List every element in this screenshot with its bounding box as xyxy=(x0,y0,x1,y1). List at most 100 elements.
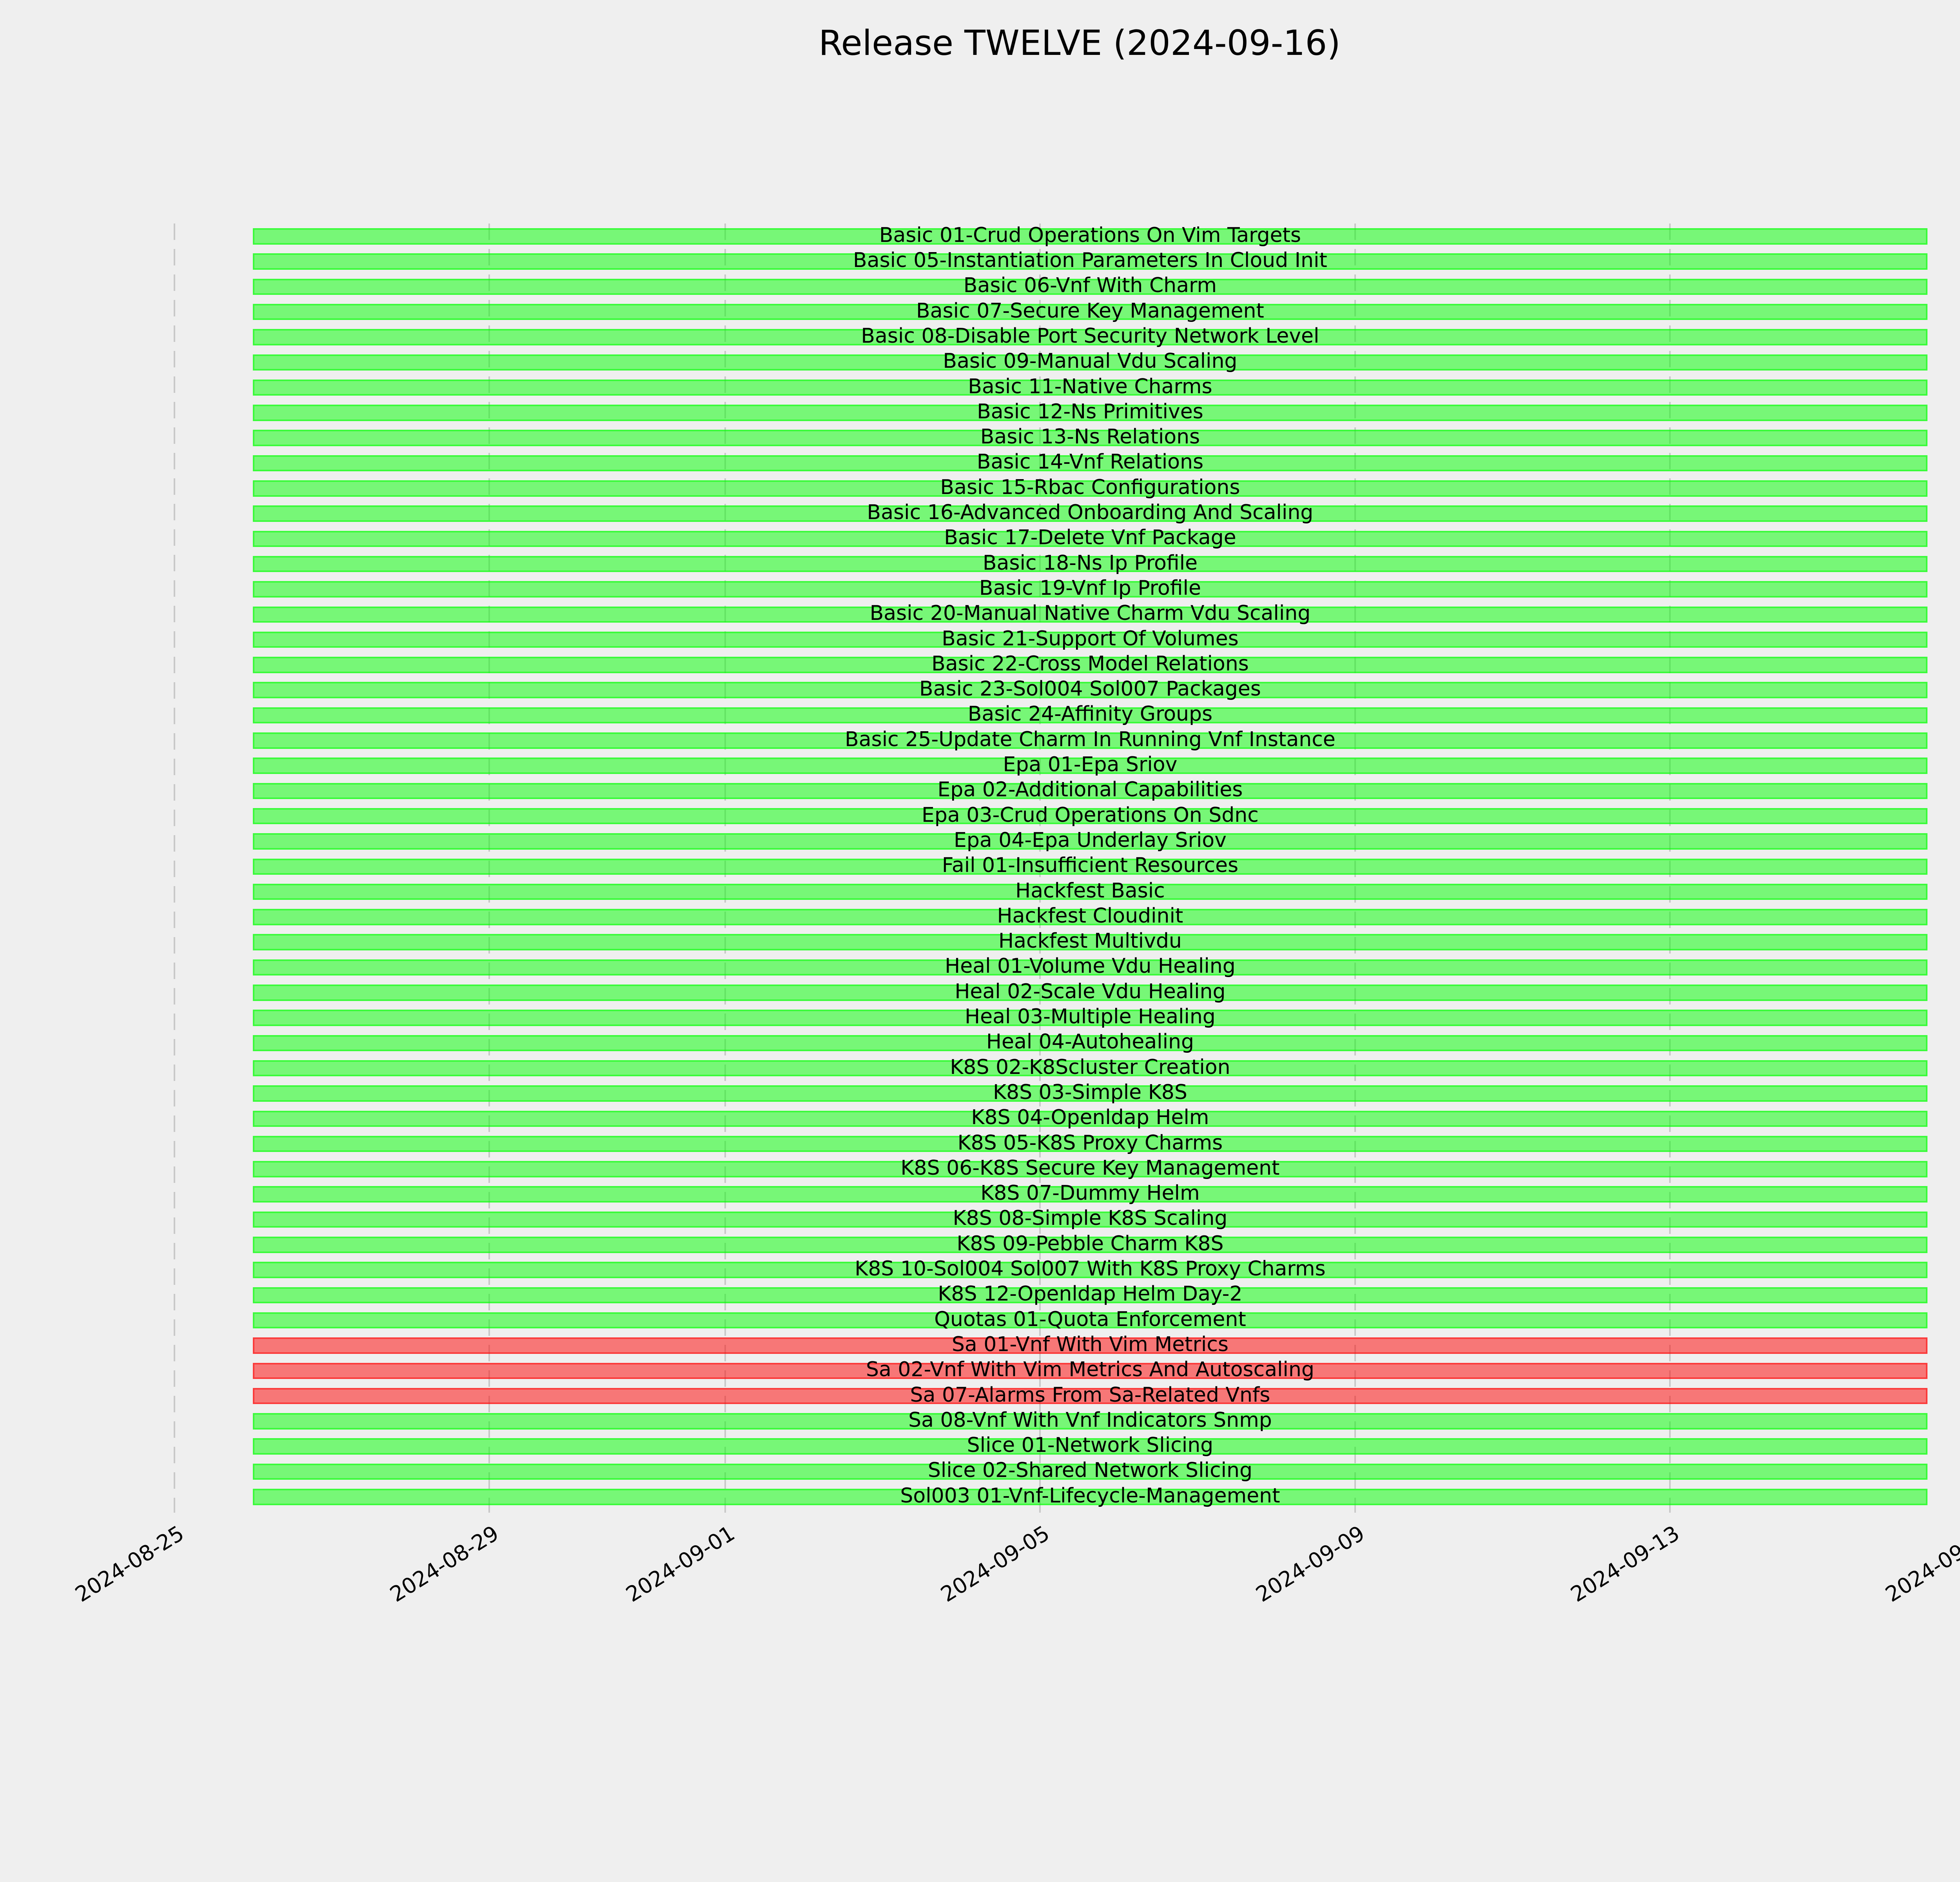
task-bar-label: Hackfest Multivdu xyxy=(998,929,1182,953)
task-bar-label: Quotas 01-Quota Enforcement xyxy=(934,1307,1246,1331)
task-bar-label: Heal 02-Scale Vdu Healing xyxy=(955,979,1226,1003)
task-bar-label: Hackfest Basic xyxy=(1015,879,1165,903)
task-bar: Basic 18-Ns Ip Profile xyxy=(253,551,1927,575)
task-bar: Heal 01-Volume Vdu Healing xyxy=(253,954,1927,978)
task-bar: Basic 12-Ns Primitives xyxy=(253,400,1927,423)
task-bar-label: Basic 22-Cross Model Relations xyxy=(931,652,1249,676)
task-bar: Hackfest Multivdu xyxy=(253,929,1927,953)
task-bar-label: K8S 09-Pebble Charm K8S xyxy=(956,1232,1224,1255)
task-bar: Basic 13-Ns Relations xyxy=(253,425,1927,449)
task-bar-label: K8S 06-K8S Secure Key Management xyxy=(900,1156,1280,1180)
task-bar: K8S 02-K8Scluster Creation xyxy=(253,1055,1927,1079)
task-bar: K8S 10-Sol004 Sol007 With K8S Proxy Char… xyxy=(253,1257,1927,1281)
task-bar: Basic 01-Crud Operations On Vim Targets xyxy=(253,223,1927,247)
task-bar: Basic 20-Manual Native Charm Vdu Scaling xyxy=(253,601,1927,625)
x-tick-label: 2024-08-25 xyxy=(71,1520,188,1607)
task-bar-label: Slice 01-Network Slicing xyxy=(967,1433,1214,1457)
task-bar-label: Sa 02-Vnf With Vim Metrics And Autoscali… xyxy=(866,1358,1314,1382)
task-bar: K8S 07-Dummy Helm xyxy=(253,1181,1927,1205)
task-bar: Basic 14-Vnf Relations xyxy=(253,450,1927,474)
task-bar: Basic 05-Instantiation Parameters In Clo… xyxy=(253,249,1927,272)
task-bar-label: Epa 03-Crud Operations On Sdnc xyxy=(922,803,1259,827)
task-bar: Sa 01-Vnf With Vim Metrics xyxy=(253,1333,1927,1356)
task-bar-label: Basic 07-Secure Key Management xyxy=(916,299,1264,323)
task-bar-label: K8S 10-Sol004 Sol007 With K8S Proxy Char… xyxy=(855,1257,1326,1281)
task-bar: Epa 03-Crud Operations On Sdnc xyxy=(253,803,1927,827)
task-bar: Basic 19-Vnf Ip Profile xyxy=(253,576,1927,600)
task-bar: K8S 05-K8S Proxy Charms xyxy=(253,1131,1927,1155)
task-bar: K8S 04-Openldap Helm xyxy=(253,1106,1927,1129)
task-bar-label: Basic 14-Vnf Relations xyxy=(976,450,1204,474)
task-bar-label: Sol003 01-Vnf-Lifecycle-Management xyxy=(900,1484,1280,1508)
task-bar-label: Heal 04-Autohealing xyxy=(986,1030,1194,1054)
task-bar: Slice 02-Shared Network Slicing xyxy=(253,1459,1927,1482)
task-bar-label: K8S 04-Openldap Helm xyxy=(971,1106,1209,1130)
task-bar: Basic 21-Support Of Volumes xyxy=(253,627,1927,650)
task-bar: Basic 06-Vnf With Charm xyxy=(253,274,1927,297)
task-bar: K8S 06-K8S Secure Key Management xyxy=(253,1156,1927,1180)
task-bar: Heal 02-Scale Vdu Healing xyxy=(253,980,1927,1003)
task-bar: Sol003 01-Vnf-Lifecycle-Management xyxy=(253,1484,1927,1508)
task-bar-label: Sa 07-Alarms From Sa-Related Vnfs xyxy=(910,1383,1270,1407)
task-bar: Basic 15-Rbac Configurations xyxy=(253,476,1927,499)
x-tick-label: 2024-09-05 xyxy=(936,1520,1054,1607)
gridline xyxy=(173,223,175,1513)
task-bar: Sa 07-Alarms From Sa-Related Vnfs xyxy=(253,1383,1927,1407)
x-tick-label: 2024-09-01 xyxy=(621,1520,739,1607)
task-bar: Basic 07-Secure Key Management xyxy=(253,299,1927,323)
task-bar-label: Basic 17-Delete Vnf Package xyxy=(944,526,1236,550)
task-bar: Basic 09-Manual Vdu Scaling xyxy=(253,349,1927,373)
task-bar-label: Basic 24-Affinity Groups xyxy=(967,702,1213,726)
task-bar-label: Basic 21-Support Of Volumes xyxy=(942,627,1239,650)
task-bar-label: Basic 09-Manual Vdu Scaling xyxy=(943,349,1238,373)
task-bar-label: Basic 19-Vnf Ip Profile xyxy=(979,576,1201,600)
task-bar-label: Epa 04-Epa Underlay Sriov xyxy=(953,828,1227,852)
task-bar-label: Basic 13-Ns Relations xyxy=(980,425,1200,449)
task-bar-label: K8S 03-Simple K8S xyxy=(993,1080,1187,1104)
task-bar: Heal 03-Multiple Healing xyxy=(253,1005,1927,1028)
task-bar-label: Basic 06-Vnf With Charm xyxy=(963,274,1217,298)
x-tick-label: 2024-09-17 xyxy=(1881,1520,1960,1607)
task-bar: Fail 01-Insufficient Resources xyxy=(253,854,1927,877)
task-bar: Hackfest Basic xyxy=(253,879,1927,903)
x-tick-label: 2024-09-13 xyxy=(1566,1520,1684,1607)
task-bar: K8S 12-Openldap Helm Day-2 xyxy=(253,1282,1927,1306)
task-bar: Basic 08-Disable Port Security Network L… xyxy=(253,324,1927,348)
x-tick-label: 2024-08-29 xyxy=(385,1520,503,1607)
task-bar-label: Hackfest Cloudinit xyxy=(997,904,1183,928)
task-bar: Basic 25-Update Charm In Running Vnf Ins… xyxy=(253,728,1927,751)
task-bar-label: Epa 01-Epa Sriov xyxy=(1003,753,1178,777)
task-bar-label: Sa 08-Vnf With Vnf Indicators Snmp xyxy=(908,1408,1272,1432)
task-bar: K8S 03-Simple K8S xyxy=(253,1081,1927,1104)
task-bar: Slice 01-Network Slicing xyxy=(253,1433,1927,1457)
task-bar-label: Basic 25-Update Charm In Running Vnf Ins… xyxy=(845,727,1336,751)
task-bar-label: Heal 01-Volume Vdu Healing xyxy=(945,954,1236,978)
task-bar-label: Basic 01-Crud Operations On Vim Targets xyxy=(879,223,1301,247)
task-bar: Epa 02-Additional Capabilities xyxy=(253,778,1927,801)
task-bar-label: Basic 16-Advanced Onboarding And Scaling xyxy=(867,501,1314,525)
chart-title: Release TWELVE (2024-09-16) xyxy=(818,23,1341,63)
task-bar-label: Basic 12-Ns Primitives xyxy=(977,400,1203,423)
task-bar: Basic 24-Affinity Groups xyxy=(253,702,1927,726)
task-bar: Quotas 01-Quota Enforcement xyxy=(253,1308,1927,1331)
task-bar-label: Basic 18-Ns Ip Profile xyxy=(982,551,1198,575)
task-bar-label: Fail 01-Insufficient Resources xyxy=(942,854,1239,877)
task-bar-label: Basic 05-Instantiation Parameters In Clo… xyxy=(853,249,1327,272)
task-bar-label: Slice 02-Shared Network Slicing xyxy=(927,1459,1252,1482)
task-bar-label: Basic 23-Sol004 Sol007 Packages xyxy=(919,677,1261,701)
task-bar-label: K8S 02-K8Scluster Creation xyxy=(950,1055,1230,1079)
task-bar-label: K8S 08-Simple K8S Scaling xyxy=(953,1206,1228,1230)
task-bar-label: K8S 07-Dummy Helm xyxy=(980,1181,1200,1205)
task-bar: Sa 08-Vnf With Vnf Indicators Snmp xyxy=(253,1408,1927,1432)
task-bar: Basic 22-Cross Model Relations xyxy=(253,652,1927,676)
task-bar: Basic 17-Delete Vnf Package xyxy=(253,526,1927,549)
task-bar-label: Basic 20-Manual Native Charm Vdu Scaling xyxy=(869,601,1311,625)
x-tick-label: 2024-09-09 xyxy=(1251,1520,1369,1607)
task-bar: K8S 09-Pebble Charm K8S xyxy=(253,1232,1927,1255)
task-bar-label: K8S 12-Openldap Helm Day-2 xyxy=(938,1282,1243,1306)
task-bar-label: Basic 11-Native Charms xyxy=(968,374,1212,398)
task-bar-label: Heal 03-Multiple Healing xyxy=(965,1005,1216,1029)
task-bar: Basic 11-Native Charms xyxy=(253,375,1927,398)
